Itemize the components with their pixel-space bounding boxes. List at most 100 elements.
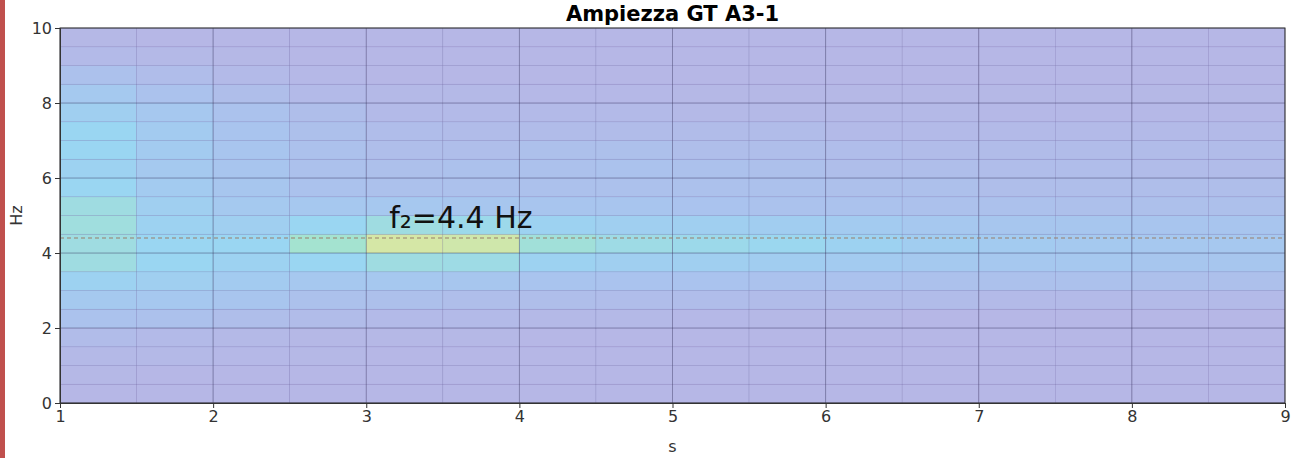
heatmap-cell <box>596 197 673 216</box>
heatmap-cell <box>1208 66 1285 85</box>
heatmap-cell <box>137 347 214 366</box>
heatmap-cell <box>749 84 826 103</box>
heatmap-cell <box>60 122 137 141</box>
frequency-line <box>60 237 1285 238</box>
heatmap-cell <box>443 141 520 160</box>
grid-line-x <box>825 28 826 403</box>
heatmap-cell <box>902 47 979 66</box>
heatmap-cell <box>979 47 1056 66</box>
heatmap-cell <box>979 272 1056 291</box>
heatmap-cell <box>213 347 290 366</box>
tick: 7 <box>974 403 984 426</box>
heatmap-cell <box>596 272 673 291</box>
heatmap-cell <box>1055 309 1132 328</box>
heatmap-cell <box>1055 384 1132 403</box>
heatmap-cell <box>519 159 596 178</box>
heatmap-cell <box>673 366 750 385</box>
heatmap-cell <box>519 28 596 47</box>
heatmap-cell <box>213 103 290 122</box>
heatmap-cell <box>290 309 367 328</box>
heatmap-cell <box>1132 159 1209 178</box>
heatmap-cell <box>826 141 903 160</box>
heatmap-cell <box>673 47 750 66</box>
heatmap-cell <box>137 328 214 347</box>
heatmap-cell <box>979 28 1056 47</box>
heatmap-cell <box>60 253 137 272</box>
heatmap-cell <box>596 122 673 141</box>
heatmap-cell <box>443 291 520 310</box>
heatmap-cell <box>366 66 443 85</box>
heatmap-cell <box>902 84 979 103</box>
heatmap-cell <box>366 28 443 47</box>
tick-label: 9 <box>1280 407 1290 426</box>
heatmap-cell <box>213 272 290 291</box>
heatmap-cell <box>443 47 520 66</box>
heatmap-cell <box>749 234 826 253</box>
heatmap-cell <box>290 178 367 197</box>
heatmap-cell <box>826 178 903 197</box>
heatmap-cell <box>902 272 979 291</box>
heatmap-cell <box>366 272 443 291</box>
heatmap-cell <box>366 122 443 141</box>
heatmap-cell <box>60 347 137 366</box>
tick: 1 <box>55 403 65 426</box>
heatmap-cell <box>1132 328 1209 347</box>
heatmap-cell <box>290 347 367 366</box>
heatmap-cell <box>902 28 979 47</box>
plot-frame <box>60 28 1285 403</box>
heatmap-cell <box>826 122 903 141</box>
heatmap-cell <box>902 122 979 141</box>
heatmap-cell <box>1208 384 1285 403</box>
heatmap-cell <box>902 253 979 272</box>
heatmap-cell <box>1055 216 1132 235</box>
y-axis-title: Hz <box>7 205 26 225</box>
heatmap-cell <box>979 328 1056 347</box>
heatmap-cell <box>596 178 673 197</box>
heatmap-cell <box>60 103 137 122</box>
heatmap-cell <box>213 328 290 347</box>
heatmap-cell <box>290 159 367 178</box>
heatmap-cell <box>826 28 903 47</box>
tick: 6 <box>42 169 60 188</box>
heatmap-cell <box>1132 366 1209 385</box>
heatmap-cell <box>749 309 826 328</box>
heatmap-cell <box>1132 178 1209 197</box>
grid-line-x <box>978 28 979 403</box>
heatmap-cell <box>213 309 290 328</box>
heatmap-cell <box>290 328 367 347</box>
annotation-lines <box>60 238 1285 239</box>
heatmap-cell <box>290 216 367 235</box>
heatmap-cell <box>596 66 673 85</box>
heatmap-cell <box>1055 103 1132 122</box>
heatmap-cell <box>749 47 826 66</box>
heatmap-cell <box>1208 253 1285 272</box>
heatmap-cell <box>1132 253 1209 272</box>
heatmap-cell <box>290 384 367 403</box>
heatmap-cell <box>366 309 443 328</box>
tick: 4 <box>515 403 525 426</box>
x-axis: 123456789 <box>55 403 1290 426</box>
heatmap-cell <box>979 234 1056 253</box>
heatmap-cell <box>137 234 214 253</box>
tick-label: 6 <box>821 407 831 426</box>
heatmap-cell <box>213 141 290 160</box>
heatmap-cell <box>596 216 673 235</box>
heatmap-cell <box>902 103 979 122</box>
heatmap-cells <box>60 28 1285 403</box>
heatmap-cell <box>290 141 367 160</box>
heatmap-cell <box>60 159 137 178</box>
heatmap-cell <box>60 28 137 47</box>
heatmap-cell <box>213 366 290 385</box>
heatmap-cell <box>443 384 520 403</box>
heatmap-cell <box>519 122 596 141</box>
heatmap-cell <box>519 366 596 385</box>
heatmap-cell <box>1055 66 1132 85</box>
heatmap-cell <box>1208 291 1285 310</box>
heatmap-cell <box>673 234 750 253</box>
heatmap-cell <box>1055 366 1132 385</box>
y-axis: 0246810 <box>32 19 61 413</box>
heatmap-cell <box>596 309 673 328</box>
heatmap-cell <box>673 272 750 291</box>
heatmap-cell <box>826 66 903 85</box>
heatmap-cell <box>519 347 596 366</box>
